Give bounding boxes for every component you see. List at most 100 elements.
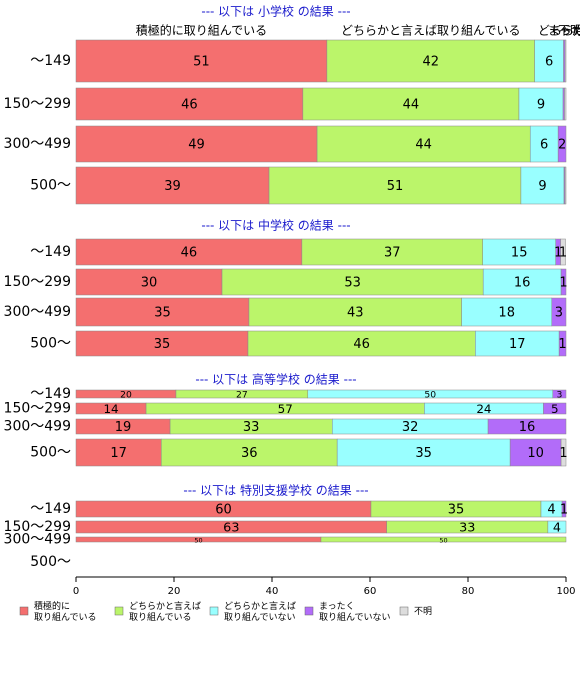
value-label: 53: [344, 276, 361, 291]
bar-segment: [560, 238, 566, 266]
header-label: 不明: [558, 24, 580, 38]
category-label: 〜149: [30, 386, 71, 402]
category-label: 500〜: [30, 178, 71, 194]
bar-segment: [552, 389, 567, 399]
header-label: どちらかと言えば取り組んでいる: [341, 24, 520, 38]
legend-label: 積極的に取り組んでいる: [34, 600, 97, 623]
x-tick-label: 20: [168, 586, 181, 597]
panel-title: --- 以下は 高等学校 の結果 ---: [195, 372, 356, 387]
value-label: 1: [560, 503, 568, 518]
value-label: 32: [402, 420, 419, 435]
bar-segment: [320, 536, 567, 543]
value-label: 6: [545, 55, 553, 70]
bar-segment: [551, 297, 567, 327]
value-label: 33: [243, 420, 260, 435]
value-label: 1: [558, 337, 566, 352]
bar-segment: [557, 125, 567, 163]
value-label: 60: [215, 503, 232, 518]
category-label: 300〜499: [4, 419, 71, 435]
bar-segment: [75, 166, 270, 205]
category-label: 〜149: [30, 53, 71, 69]
value-label: 1: [554, 246, 562, 261]
legend-label: どちらかと言えば取り組んでいない: [224, 600, 296, 623]
value-label: 35: [448, 503, 465, 518]
header-label: 積極的に取り組んでいる: [136, 23, 267, 38]
value-label: 33: [459, 521, 475, 536]
value-label: 50: [194, 537, 202, 545]
value-label: 57: [278, 402, 293, 416]
value-label: 14: [103, 402, 118, 416]
value-label: 24: [476, 402, 491, 416]
value-label: 30: [141, 276, 158, 291]
bar-segment: [336, 438, 511, 467]
bar-segment: [75, 238, 303, 266]
bar-segment: [75, 125, 318, 163]
value-label: 2: [558, 138, 566, 153]
value-label: 37: [384, 246, 401, 261]
bar-segment: [543, 402, 567, 415]
value-label: 44: [415, 138, 432, 153]
category-label: 500〜: [30, 554, 71, 570]
bar-segment: [75, 268, 223, 296]
value-label: 17: [110, 446, 127, 461]
value-label: 51: [387, 179, 404, 194]
legend-label: 不明: [414, 606, 432, 617]
value-label: 4: [547, 503, 555, 518]
value-label: 9: [537, 98, 545, 113]
value-label: 4: [553, 521, 561, 536]
bar-segment: [564, 39, 567, 83]
bar-segment: [558, 330, 567, 357]
category-label: 150〜299: [4, 274, 71, 290]
header-label: どちらかと言えば取り組んでいない: [538, 24, 580, 38]
value-label: 3: [556, 390, 562, 401]
category-label: 150〜299: [4, 401, 71, 417]
value-label: 19: [115, 420, 132, 435]
value-label: 49: [188, 138, 205, 153]
bar-segment: [75, 39, 328, 83]
bar-segment: [560, 268, 567, 296]
x-tick-label: 40: [266, 586, 279, 597]
value-label: 50: [424, 390, 436, 401]
x-tick-label: 60: [364, 586, 377, 597]
value-label: 1: [559, 446, 567, 461]
value-label: 51: [193, 55, 210, 70]
bar-segment: [547, 520, 567, 534]
category-label: 150〜299: [4, 519, 71, 535]
panel-title: --- 以下は 小学校 の結果 ---: [201, 4, 350, 19]
value-label: 17: [509, 337, 526, 352]
value-label: 1: [559, 246, 567, 261]
bar-segment: [560, 438, 567, 467]
value-label: 18: [498, 306, 515, 321]
value-label: 36: [241, 446, 258, 461]
bar-segment: [247, 330, 476, 357]
bar-segment: [301, 238, 483, 266]
value-label: 46: [181, 98, 198, 113]
bar-segment: [248, 297, 462, 327]
bar-segment: [475, 330, 560, 357]
bar-segment: [561, 500, 567, 518]
value-label: 16: [519, 420, 536, 435]
category-label: 300〜499: [4, 136, 71, 152]
bar-segment: [518, 87, 564, 121]
value-label: 35: [415, 446, 432, 461]
value-label: 20: [120, 390, 132, 401]
legend-label: まったく取り組んでいない: [319, 601, 391, 623]
header-label: まったく取り組んでいない: [548, 24, 580, 38]
category-label: 300〜499: [4, 304, 71, 320]
value-label: 6: [540, 138, 548, 153]
bar-segment: [461, 297, 553, 327]
value-label: 35: [154, 337, 171, 352]
legend-swatch: [209, 606, 219, 616]
value-label: 46: [353, 337, 370, 352]
bar-segment: [221, 268, 484, 296]
bar-segment: [529, 125, 559, 163]
category-label: 300〜499: [4, 532, 71, 548]
legend-swatch: [304, 606, 314, 616]
bar-segment: [316, 125, 531, 163]
value-label: 44: [403, 98, 420, 113]
x-tick-label: 80: [462, 586, 475, 597]
panel-title: --- 以下は 特別支援学校 の結果 ---: [183, 483, 368, 498]
value-label: 5: [551, 402, 559, 416]
value-label: 27: [236, 390, 248, 401]
